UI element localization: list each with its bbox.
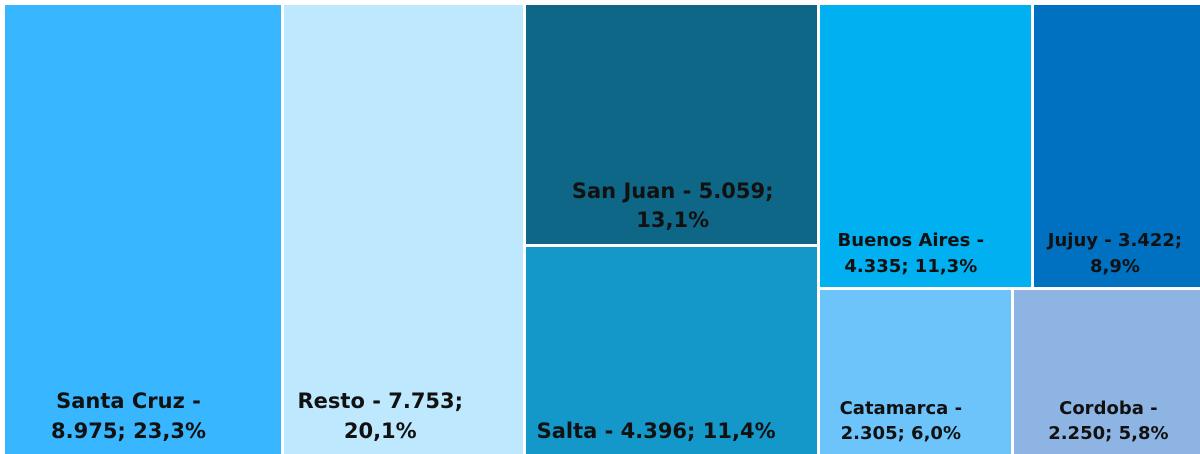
treemap-tile: Resto - 7.753; 20,1%	[284, 5, 523, 454]
tile-label: Buenos Aires - 4.335; 11,3%	[837, 230, 985, 277]
treemap-tile: Salta - 4.396; 11,4%	[525, 246, 817, 454]
tile-label: Salta - 4.396; 11,4%	[536, 418, 776, 443]
tile-label: Santa Cruz - 8.975; 23,3%	[51, 389, 206, 443]
tile-label: Resto - 7.753; 20,1%	[297, 389, 464, 443]
treemap-tile: Cordoba - 2.250; 5,8%	[1013, 289, 1200, 454]
tile-label: Catamarca - 2.305; 6,0%	[839, 397, 963, 444]
tile-label: Cordoba - 2.250; 5,8%	[1048, 397, 1169, 444]
treemap-tile: Catamarca - 2.305; 6,0%	[819, 289, 1011, 454]
treemap-tile: Santa Cruz - 8.975; 23,3%	[5, 5, 282, 454]
treemap-tile: Buenos Aires - 4.335; 11,3%	[819, 5, 1031, 287]
treemap-tile: San Juan - 5.059; 13,1%	[525, 5, 817, 244]
treemap-tile: Jujuy - 3.422; 8,9%	[1033, 5, 1200, 287]
tile-label: San Juan - 5.059; 13,1%	[571, 179, 774, 233]
tile-label: Jujuy - 3.422; 8,9%	[1047, 230, 1183, 277]
